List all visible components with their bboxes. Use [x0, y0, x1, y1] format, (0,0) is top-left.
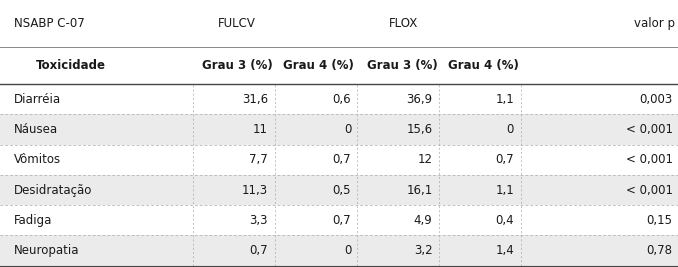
Text: 31,6: 31,6 — [241, 93, 268, 106]
Text: Grau 3 (%): Grau 3 (%) — [202, 59, 273, 72]
Text: 0: 0 — [506, 123, 514, 136]
Bar — [0, 175, 678, 205]
Text: 0,15: 0,15 — [647, 214, 673, 227]
Text: Grau 3 (%): Grau 3 (%) — [367, 59, 437, 72]
Text: 4,9: 4,9 — [414, 214, 433, 227]
Bar — [0, 0, 678, 47]
Text: 0: 0 — [344, 244, 351, 257]
Text: Desidratação: Desidratação — [14, 183, 92, 197]
Text: valor p: valor p — [634, 17, 675, 30]
Text: 0,7: 0,7 — [496, 153, 514, 166]
Text: 0,7: 0,7 — [333, 214, 351, 227]
Text: 36,9: 36,9 — [406, 93, 433, 106]
Text: 0: 0 — [344, 123, 351, 136]
Text: 3,2: 3,2 — [414, 244, 433, 257]
Text: 11,3: 11,3 — [241, 183, 268, 197]
Bar — [0, 145, 678, 175]
Text: Neuropatia: Neuropatia — [14, 244, 79, 257]
Text: NSABP C-07: NSABP C-07 — [14, 17, 84, 30]
Text: 7,7: 7,7 — [249, 153, 268, 166]
Text: Grau 4 (%): Grau 4 (%) — [448, 59, 519, 72]
Text: 15,6: 15,6 — [406, 123, 433, 136]
Bar — [0, 235, 678, 266]
Text: Náusea: Náusea — [14, 123, 58, 136]
Text: 11: 11 — [253, 123, 268, 136]
Bar — [0, 114, 678, 145]
Text: Vômitos: Vômitos — [14, 153, 61, 166]
Bar — [0, 205, 678, 235]
Text: 0,5: 0,5 — [333, 183, 351, 197]
Text: 0,6: 0,6 — [333, 93, 351, 106]
Text: 1,1: 1,1 — [495, 93, 514, 106]
Text: 0,7: 0,7 — [333, 153, 351, 166]
Text: < 0,001: < 0,001 — [626, 183, 673, 197]
Text: 16,1: 16,1 — [406, 183, 433, 197]
Text: < 0,001: < 0,001 — [626, 123, 673, 136]
Text: 1,4: 1,4 — [495, 244, 514, 257]
Text: 0,003: 0,003 — [639, 93, 673, 106]
Text: FLOX: FLOX — [388, 17, 418, 30]
Text: 3,3: 3,3 — [250, 214, 268, 227]
Text: FULCV: FULCV — [218, 17, 256, 30]
Text: Grau 4 (%): Grau 4 (%) — [283, 59, 354, 72]
Text: 0,4: 0,4 — [496, 214, 514, 227]
Text: Toxicidade: Toxicidade — [36, 59, 106, 72]
Bar — [0, 47, 678, 84]
Text: 0,78: 0,78 — [647, 244, 673, 257]
Text: 1,1: 1,1 — [495, 183, 514, 197]
Text: Diarréia: Diarréia — [14, 93, 61, 106]
Text: 12: 12 — [418, 153, 433, 166]
Text: < 0,001: < 0,001 — [626, 153, 673, 166]
Text: 0,7: 0,7 — [250, 244, 268, 257]
Bar — [0, 84, 678, 114]
Text: Fadiga: Fadiga — [14, 214, 52, 227]
